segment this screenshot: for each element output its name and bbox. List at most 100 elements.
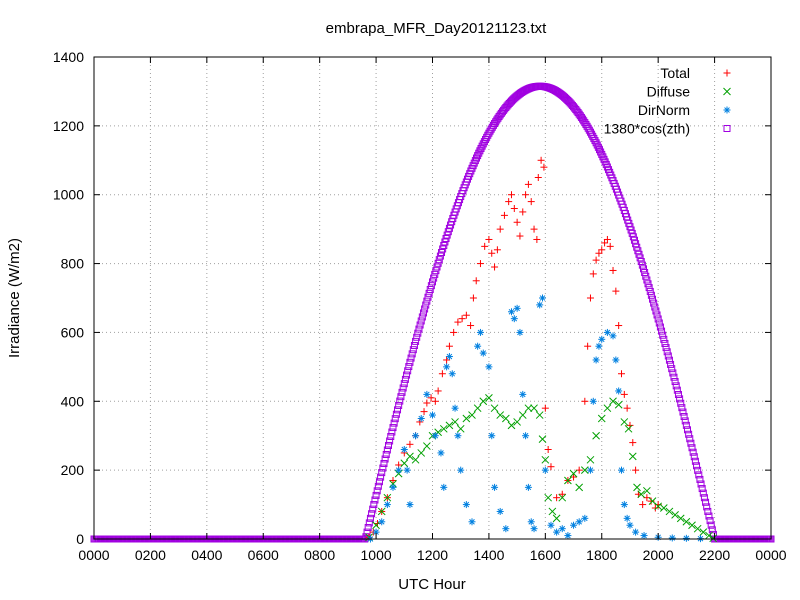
- dirnorm-point: [570, 521, 578, 529]
- cos-point: [674, 391, 682, 399]
- cos-point: [388, 428, 396, 436]
- cos-point: [656, 323, 664, 331]
- cos-point: [673, 386, 681, 394]
- dirnorm-point: [457, 466, 465, 474]
- diffuse-point: [411, 455, 420, 464]
- cos-point: [424, 293, 432, 301]
- total-point: [629, 439, 637, 447]
- diffuse-point: [637, 490, 646, 499]
- total-point: [389, 476, 397, 484]
- cos-point: [392, 410, 400, 418]
- diffuse-point: [643, 486, 651, 495]
- legend-marker: [723, 106, 731, 114]
- cos-point: [676, 395, 684, 403]
- diffuse-point: [654, 502, 663, 511]
- cos-point: [658, 327, 666, 335]
- x-axis-label: UTC Hour: [398, 576, 466, 593]
- cos-point: [414, 329, 422, 337]
- cos-point: [663, 348, 671, 356]
- cos-point: [477, 144, 485, 152]
- cos-point: [397, 393, 405, 401]
- cos-point: [384, 441, 392, 449]
- dirnorm-point: [412, 432, 420, 440]
- total-point: [647, 497, 655, 505]
- cos-point: [685, 430, 693, 438]
- x-tick-label: 0800: [304, 547, 335, 563]
- cos-point: [671, 378, 679, 386]
- dirnorm-point: [536, 301, 544, 309]
- cos-point: [590, 134, 598, 142]
- x-tick-label: 1400: [473, 547, 504, 563]
- cos-point: [398, 388, 406, 396]
- cos-point: [660, 335, 668, 343]
- total-point: [507, 191, 515, 199]
- cos-point: [677, 399, 685, 407]
- cos-point: [427, 282, 435, 290]
- total-point: [427, 394, 435, 402]
- cos-point: [436, 252, 444, 260]
- cos-point: [417, 317, 425, 325]
- diffuse-point: [586, 455, 595, 464]
- cos-point: [433, 263, 441, 271]
- diffuse-point: [417, 449, 426, 457]
- diffuse-point: [485, 393, 493, 402]
- total-point: [609, 266, 617, 274]
- dirnorm-point: [451, 404, 459, 412]
- dirnorm-point: [553, 528, 561, 536]
- total-point: [481, 242, 489, 250]
- total-point: [434, 387, 442, 395]
- cos-point: [379, 464, 387, 472]
- cos-point: [645, 284, 653, 292]
- total-point: [485, 235, 493, 243]
- cos-point: [703, 503, 711, 511]
- diffuse-point: [552, 514, 561, 523]
- dirnorm-point: [609, 332, 617, 340]
- total-point: [472, 277, 480, 285]
- cos-point: [642, 272, 650, 280]
- diffuse-point: [709, 534, 718, 543]
- total-point: [491, 263, 499, 271]
- legend-label: Total: [660, 65, 690, 81]
- cos-point: [405, 363, 413, 371]
- total-point: [423, 399, 431, 407]
- cos-point: [426, 286, 434, 294]
- chart-title: embrapa_MFR_Day20121123.txt: [326, 20, 548, 37]
- y-tick-label: 1000: [53, 187, 84, 203]
- cos-point: [400, 380, 408, 388]
- y-tick-label: 800: [61, 256, 85, 272]
- legend-marker: [723, 125, 731, 132]
- cos-point: [409, 346, 417, 354]
- x-tick-label: 0200: [135, 547, 166, 563]
- dirnorm-point: [462, 501, 470, 509]
- cos-point: [432, 267, 440, 275]
- dirnorm-point: [530, 525, 538, 533]
- cos-point: [686, 435, 694, 443]
- cos-point: [704, 507, 712, 515]
- cos-point: [672, 382, 680, 390]
- cos-point: [403, 371, 411, 379]
- diffuse-point: [597, 414, 606, 423]
- cos-point: [431, 270, 439, 278]
- x-tick-label: 1800: [586, 547, 617, 563]
- dirnorm-point: [440, 483, 448, 491]
- diffuse-point: [406, 452, 414, 461]
- total-point: [589, 270, 597, 278]
- dirnorm-point: [586, 466, 594, 474]
- y-tick-label: 0: [76, 531, 84, 547]
- total-point: [450, 328, 458, 336]
- cos-point: [651, 303, 659, 311]
- dirnorm-point: [603, 328, 611, 336]
- diffuse-point: [544, 493, 553, 502]
- cos-point: [383, 446, 391, 454]
- cos-point: [404, 367, 412, 375]
- total-point: [454, 318, 462, 326]
- cos-point: [413, 333, 421, 341]
- cos-point: [435, 256, 443, 264]
- diffuse-point: [535, 411, 544, 419]
- dirnorm-point: [632, 528, 640, 536]
- dirnorm-point: [519, 390, 527, 398]
- cos-point: [705, 512, 713, 520]
- dirnorm-point: [615, 387, 623, 395]
- cos-point: [638, 261, 646, 269]
